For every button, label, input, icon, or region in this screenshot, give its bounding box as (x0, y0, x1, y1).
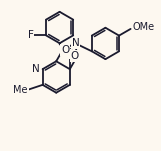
Text: OMe: OMe (133, 22, 155, 32)
Text: N: N (32, 64, 40, 74)
Text: N: N (72, 39, 80, 48)
Text: S: S (66, 48, 73, 58)
Text: O: O (71, 51, 79, 61)
Text: F: F (28, 30, 33, 40)
Text: O: O (61, 45, 69, 55)
Text: Me: Me (13, 85, 28, 95)
